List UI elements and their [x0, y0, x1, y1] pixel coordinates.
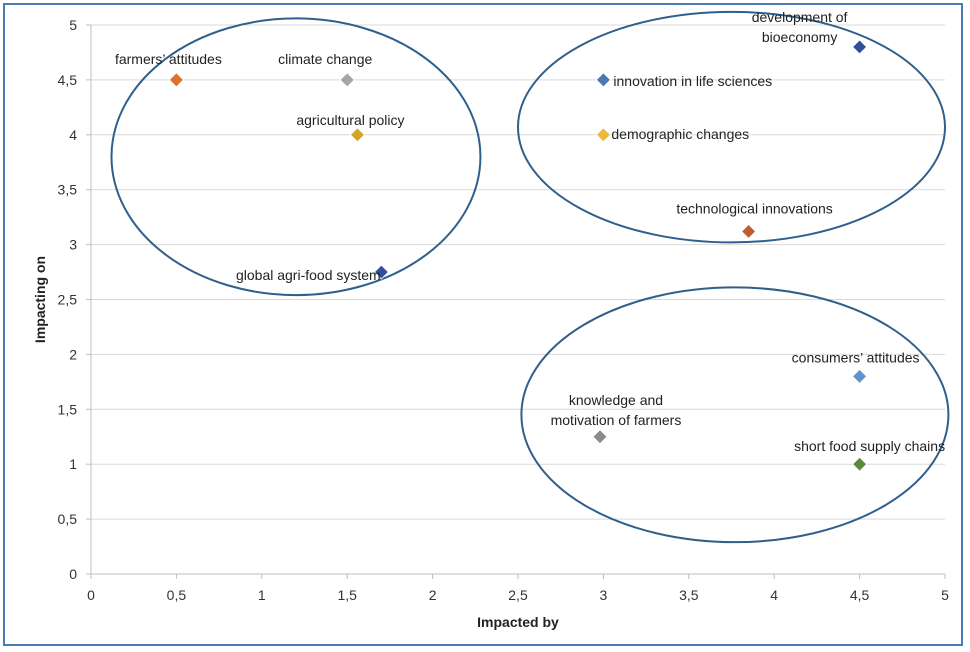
y-tick-label: 1 — [69, 456, 77, 472]
data-point-marker — [741, 223, 757, 239]
data-point-label-line: knowledge and — [569, 392, 663, 408]
data-point-label-line: development of — [752, 9, 848, 25]
data-point-label-line: farmers’ attitudes — [115, 51, 222, 67]
data-point-label-line: demographic changes — [611, 126, 749, 142]
data-point-marker — [349, 127, 366, 143]
x-axis-title: Impacted by — [477, 614, 559, 630]
data-point-label: development of bioeconomy — [752, 9, 848, 45]
axes — [86, 24, 946, 579]
chart-frame — [3, 3, 963, 646]
gridlines — [91, 24, 945, 520]
tick-labels: 0 0,5 1 1,5 2 2,5 3 3,5 4 4,5 5 0 0,5 1 1,5 2 2,5 3 3,5 4 4,… — [58, 17, 950, 603]
data-point-marker — [595, 72, 611, 88]
data-point-label-line: technological innovations — [676, 200, 832, 216]
y-tick-label: 2 — [69, 346, 77, 362]
x-tick-label: 3 — [600, 587, 608, 603]
y-tick-label: 0 — [69, 566, 77, 582]
x-tick-label: 0 — [87, 587, 95, 603]
data-point-label: demographic changes — [611, 126, 749, 142]
data-point-marker — [373, 264, 389, 280]
cluster-ellipse — [517, 10, 946, 244]
x-tick-label: 2,5 — [508, 587, 528, 603]
data-point-label: climate change — [278, 51, 372, 67]
data-point-label: farmers’ attitudes — [115, 51, 222, 67]
x-tick-label: 5 — [941, 587, 949, 603]
data-point-label-line: bioeconomy — [762, 29, 838, 45]
y-tick-label: 4,5 — [58, 72, 78, 88]
x-tick-label: 3,5 — [679, 587, 699, 603]
data-point-label: consumers’ attitudes — [792, 349, 920, 365]
cluster-ellipse — [520, 286, 950, 544]
data-point-label-line: short food supply chains — [794, 438, 945, 454]
data-point-marker — [852, 456, 868, 472]
data-point-label: global agri-food system — [236, 267, 381, 283]
y-tick-label: 0,5 — [58, 511, 78, 527]
data-point-label: agricultural policy — [296, 112, 404, 128]
x-tick-label: 1 — [258, 587, 266, 603]
data-points — [168, 39, 868, 472]
data-point-label: technological innovations — [676, 200, 832, 216]
y-tick-label: 5 — [69, 17, 77, 33]
cluster-ellipse — [110, 17, 482, 297]
data-point-marker — [339, 72, 355, 88]
y-axis-title: Impacting on — [32, 256, 48, 343]
x-tick-label: 4 — [770, 587, 778, 603]
x-tick-label: 1,5 — [337, 587, 357, 603]
y-tick-label: 3,5 — [58, 182, 78, 198]
point-labels: farmers’ attitudes climate change agricult… — [115, 9, 945, 454]
data-point-marker — [852, 39, 868, 55]
data-point-marker — [592, 429, 608, 445]
data-point-marker — [852, 368, 868, 384]
data-point-label-line: global agri-food system — [236, 267, 381, 283]
y-tick-label: 2,5 — [58, 292, 78, 308]
x-tick-label: 2 — [429, 587, 437, 603]
y-tick-label: 1,5 — [58, 401, 78, 417]
data-point-label-line: consumers’ attitudes — [792, 349, 920, 365]
data-point-label-line: climate change — [278, 51, 372, 67]
y-tick-label: 3 — [69, 237, 77, 253]
data-point-label: short food supply chains — [794, 438, 945, 454]
data-point-marker — [168, 72, 184, 88]
x-tick-label: 4,5 — [850, 587, 870, 603]
data-point-label-line: innovation in life sciences — [613, 73, 772, 89]
data-point-marker — [595, 127, 611, 143]
data-point-label: knowledge and motivation of farmers — [551, 392, 682, 428]
data-point-label-line: motivation of farmers — [551, 412, 682, 428]
x-tick-label: 0,5 — [167, 587, 187, 603]
y-tick-label: 4 — [69, 127, 77, 143]
data-point-label-line: agricultural policy — [296, 112, 404, 128]
data-point-label: innovation in life sciences — [613, 73, 772, 89]
cluster-ellipses — [110, 10, 950, 544]
